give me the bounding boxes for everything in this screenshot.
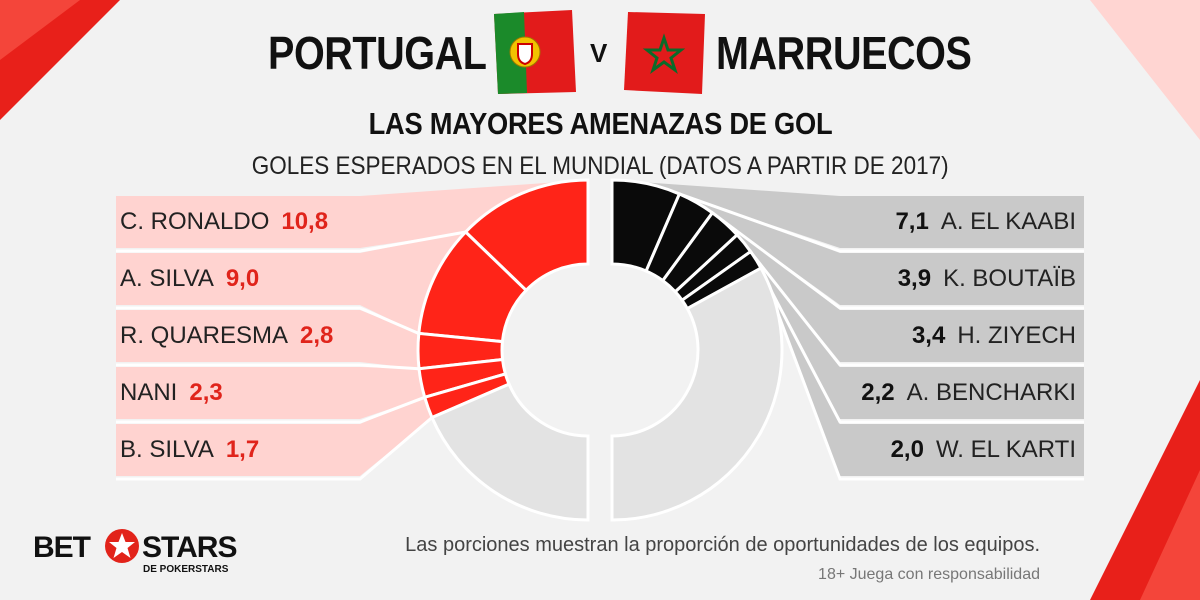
portugal-label-band-3 — [116, 310, 420, 369]
player-name: W. EL KARTI — [935, 436, 1076, 463]
player-value: 3,4 — [911, 322, 946, 349]
player-name: K. BOUTAÏB — [943, 265, 1076, 292]
star-logo-icon — [105, 529, 139, 563]
marruecos-label-band-3 — [712, 212, 1084, 362]
right-label-bands — [612, 180, 1084, 476]
marruecos-row-4: 2,2 A. BENCHARKI — [861, 375, 1076, 411]
team-left-name: PORTUGAL — [268, 27, 487, 79]
player-name: R. QUARESMA — [120, 322, 289, 349]
marruecos-label-band-4 — [737, 234, 1084, 419]
portugal-donut — [416, 178, 590, 522]
left-label-bands — [116, 180, 588, 476]
versus-label: V — [590, 38, 608, 68]
marruecos-row-1: 7,1 A. EL KAABI — [895, 204, 1076, 240]
portugal-row-4: NANI 2,3 — [120, 375, 223, 411]
chart-subtitle: GOLES ESPERADOS EN EL MUNDIAL (DATOS A P… — [0, 152, 1200, 181]
logo-text-bet: BET — [33, 531, 91, 564]
player-name: NANI — [120, 379, 178, 406]
player-name: A. BENCHARKI — [906, 379, 1076, 406]
chart-subtitle-text: GOLES ESPERADOS EN EL MUNDIAL (DATOS A P… — [251, 152, 949, 180]
marruecos-donut — [610, 178, 784, 522]
marruecos-leader-line-2 — [711, 211, 1084, 310]
chart-title-text: LAS MAYORES AMENAZAS DE GOL — [368, 106, 832, 141]
player-name: H. ZIYECH — [957, 322, 1076, 349]
marruecos-row-5: 2,0 W. EL KARTI — [891, 432, 1076, 468]
player-value: 10,8 — [281, 208, 329, 235]
marruecos-leader-line-4 — [749, 250, 1084, 424]
player-name: A. SILVA — [120, 265, 214, 292]
portugal-label-band-2 — [116, 231, 466, 334]
portugal-leader-line-2 — [116, 306, 420, 335]
player-value: 2,3 — [189, 379, 223, 406]
right-leader-lines — [678, 192, 1084, 481]
player-value: 7,1 — [895, 208, 929, 235]
portugal-leader-line-5 — [116, 416, 433, 481]
player-name: C. RONALDO — [120, 208, 270, 235]
portugal-remaining-slice — [430, 382, 590, 522]
marruecos-remaining-slice — [610, 266, 784, 522]
marruecos-label-band-2 — [679, 193, 1084, 305]
portugal-leader-line-4 — [116, 395, 426, 424]
player-value: 9,0 — [225, 265, 260, 292]
left-leader-lines — [116, 230, 466, 481]
player-value: 2,0 — [890, 436, 924, 463]
portugal-row-3: R. QUARESMA 2,8 — [120, 318, 333, 354]
logo-text-stars: STARS — [142, 531, 237, 564]
portugal-row-2: A. SILVA 9,0 — [120, 261, 259, 297]
logo-subtext: DE POKERSTARS — [143, 564, 229, 575]
portugal-leader-line-3 — [116, 363, 420, 371]
corner-accent-tr — [1090, 0, 1200, 140]
betstars-logo: BET STARS DE POKERSTARS — [33, 527, 237, 587]
responsible-gambling-disclaimer: 18+ Juega con responsabilidad — [818, 566, 1040, 583]
player-name: B. SILVA — [120, 436, 214, 463]
player-value: 2,8 — [300, 322, 334, 349]
portugal-label-band-1 — [116, 180, 588, 248]
marruecos-leader-line-3 — [735, 233, 1084, 367]
team-right-name: MARRUECOS — [716, 27, 972, 79]
portugal-row-5: B. SILVA 1,7 — [120, 432, 259, 468]
marruecos-leader-line-1 — [678, 192, 1084, 253]
chart-footnote: Las porciones muestran la proporción de … — [405, 534, 1040, 556]
marruecos-row-3: 3,4 H. ZIYECH — [912, 318, 1076, 354]
chart-title: LAS MAYORES AMENAZAS DE GOL — [0, 106, 1200, 142]
player-name: A. EL KAABI — [940, 208, 1076, 235]
marruecos-label-band-5 — [750, 251, 1084, 476]
player-value: 1,7 — [225, 436, 260, 463]
corner-accent-br-light — [1140, 470, 1200, 600]
marruecos-leader-line-5 — [759, 267, 1084, 481]
portugal-label-band-5 — [116, 397, 432, 476]
portugal-row-1: C. RONALDO 10,8 — [120, 204, 328, 240]
marruecos-label-band-1 — [612, 180, 1084, 248]
marruecos-row-2: 3,9 K. BOUTAÏB — [898, 261, 1076, 297]
morocco-flag-icon — [624, 12, 705, 94]
player-value: 2,2 — [861, 379, 895, 406]
portugal-flag-icon — [494, 10, 576, 94]
player-value: 3,9 — [897, 265, 932, 292]
portugal-label-band-4 — [116, 367, 425, 419]
corner-accent-tl-light — [0, 0, 80, 60]
portugal-leader-line-1 — [116, 230, 466, 253]
